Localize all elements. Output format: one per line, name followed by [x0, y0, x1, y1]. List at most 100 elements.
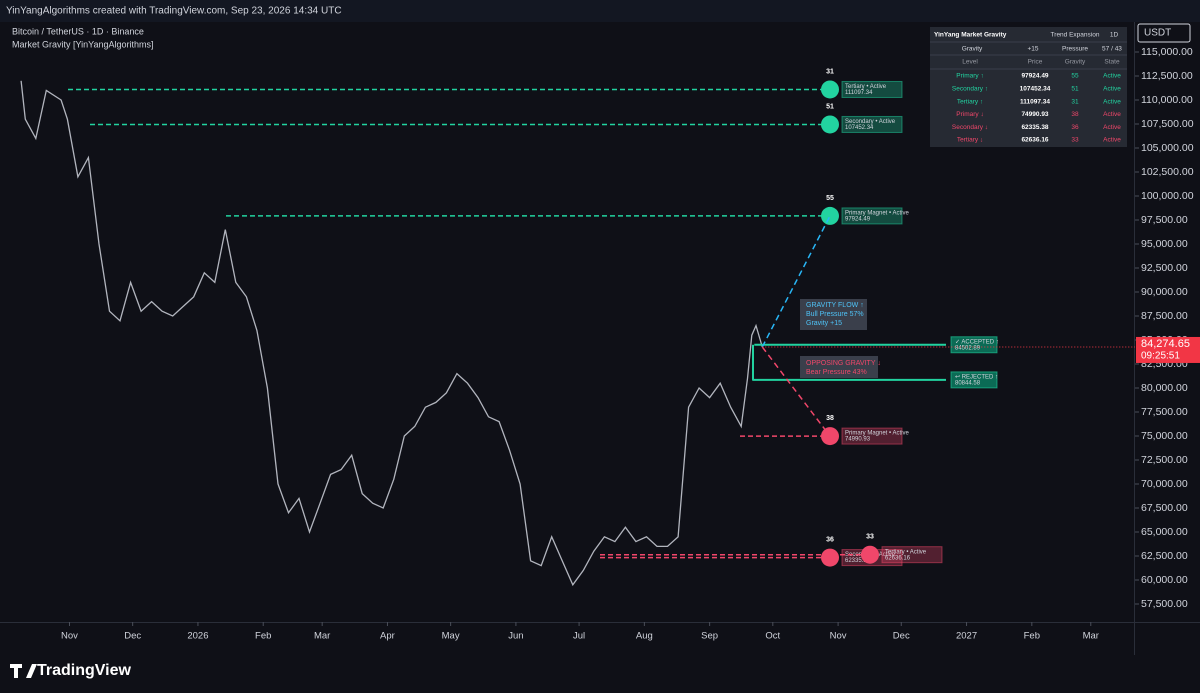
- x-tick-label: 2027: [956, 631, 977, 642]
- zone-price: 84502.89: [955, 345, 981, 351]
- level-tag-bg: [881, 546, 943, 564]
- table-price: 111097.34: [1020, 98, 1050, 105]
- level-circle: [821, 115, 839, 134]
- table-price: 74990.93: [1021, 111, 1048, 118]
- y-tick-label: 75,000.00: [1141, 430, 1188, 442]
- level-tag-price: 97924.49: [845, 217, 871, 223]
- attribution: YinYangAlgorithms created with TradingVi…: [6, 6, 342, 17]
- table-gravity: 36: [1071, 124, 1079, 131]
- bear-text: OPPOSING GRAVITY ↓: [806, 360, 881, 367]
- level-circle: [821, 80, 839, 99]
- table-price: 107452.34: [1020, 86, 1051, 93]
- bull-text: GRAVITY FLOW ↑: [806, 302, 864, 309]
- x-tick-label: Dec: [893, 631, 910, 642]
- x-tick-label: Jun: [508, 631, 523, 642]
- level-gravity: 33: [866, 534, 874, 541]
- last-price-bg: [1136, 336, 1200, 363]
- table-state: Active: [1103, 73, 1121, 80]
- table-level: Secondary ↓: [952, 124, 988, 131]
- level-tag-bg: [841, 115, 903, 133]
- bull-box: [800, 299, 867, 330]
- y-tick-label: 90,000.00: [1141, 286, 1188, 298]
- level-tag-bg: [841, 427, 903, 445]
- y-tick-label: 80,000.00: [1141, 382, 1188, 394]
- price-line: [20, 80, 763, 587]
- y-tick-label: 77,500.00: [1141, 406, 1188, 418]
- table-price: 97924.49: [1021, 73, 1048, 80]
- level-tag-price: 62335.38: [845, 558, 871, 564]
- bull-flow: [761, 215, 831, 348]
- zone-tag-bg: [950, 371, 998, 389]
- level-tag-bg: [841, 207, 903, 225]
- y-tick-label: 57,500.00: [1141, 598, 1188, 610]
- table-level: Tertiary ↓: [957, 137, 983, 144]
- table-level: Primary ↑: [956, 73, 983, 80]
- x-tick-label: Nov: [830, 631, 847, 642]
- bear-text: Bear Pressure 43%: [806, 369, 867, 376]
- zone-tag: ✓ ACCEPTED ↑: [955, 339, 999, 345]
- x-tick-label: Feb: [255, 631, 271, 642]
- level-gravity: 51: [826, 103, 834, 110]
- table-summary: Gravity: [962, 46, 983, 53]
- table-column: Level: [962, 59, 978, 66]
- table-state: Active: [1103, 86, 1121, 93]
- level-circle: [821, 206, 839, 225]
- level-tag: Primary Magnet • Active: [845, 211, 909, 217]
- table-state: Active: [1103, 137, 1121, 144]
- table-mode: Trend Expansion: [1051, 32, 1100, 39]
- x-tick-label: Mar: [1083, 631, 1099, 642]
- x-tick-label: 2026: [187, 631, 208, 642]
- zone-tag: ↩ REJECTED ↑: [955, 374, 998, 380]
- table-state: Active: [1103, 111, 1121, 118]
- table-state: Active: [1103, 98, 1121, 105]
- level-tag: Tertiary • Active: [845, 84, 887, 90]
- table-column: Price: [1028, 59, 1043, 66]
- y-tick-label: 60,000.00: [1141, 574, 1188, 586]
- currency: USDT: [1144, 28, 1171, 39]
- brand-logo: [10, 664, 37, 678]
- level-gravity: 55: [826, 195, 834, 202]
- table-timeframe: 1D: [1110, 32, 1119, 39]
- x-tick-label: May: [442, 631, 460, 642]
- footer-bar: [0, 655, 1200, 693]
- bull-text: Bull Pressure 57%: [806, 311, 864, 318]
- y-tick-label: 110,000.00: [1141, 94, 1193, 106]
- x-tick-label: Oct: [765, 631, 780, 642]
- table-gravity: 38: [1071, 111, 1079, 118]
- table-column: Gravity: [1065, 59, 1086, 66]
- level-tag-price: 107452.34: [845, 125, 874, 131]
- table-price: 62335.38: [1021, 124, 1048, 131]
- table-gravity: 31: [1071, 98, 1079, 105]
- zone-price: 80844.58: [955, 380, 981, 386]
- top-bar: [0, 0, 1200, 22]
- table-price: 62636.16: [1021, 137, 1048, 144]
- y-tick-label: 107,500.00: [1141, 118, 1194, 130]
- table-level: Secondary ↑: [952, 86, 988, 93]
- x-tick-label: Feb: [1024, 631, 1040, 642]
- table-state: Active: [1103, 124, 1121, 131]
- currency-box[interactable]: [1137, 23, 1191, 43]
- symbol: Bitcoin / TetherUS · 1D · Binance: [12, 26, 144, 36]
- y-tick-label: 105,000.00: [1141, 142, 1194, 154]
- level-circle: [861, 545, 879, 564]
- x-tick-label: Dec: [124, 631, 141, 642]
- zone-tag-bg: [950, 336, 998, 354]
- indicator: Market Gravity [YinYangAlgorithms]: [12, 39, 154, 49]
- table-gravity: 55: [1071, 73, 1079, 80]
- bear-box: [800, 356, 878, 378]
- brand: TradingView: [37, 662, 132, 679]
- y-tick-label: 112,500.00: [1141, 70, 1193, 82]
- level-tag-price: 62636.16: [885, 555, 911, 561]
- level-circle: [821, 548, 839, 567]
- level-tag-price: 74990.93: [845, 437, 871, 443]
- y-tick-label: 70,000.00: [1141, 478, 1188, 490]
- table-bg: [930, 27, 1127, 147]
- y-tick-label: 97,500.00: [1141, 214, 1188, 226]
- table-summary: +15: [1027, 46, 1038, 53]
- table-column: State: [1104, 59, 1120, 66]
- table-level: Tertiary ↑: [957, 98, 983, 105]
- x-tick-label: Sep: [701, 631, 718, 642]
- level-tag-price: 111097.34: [845, 90, 873, 96]
